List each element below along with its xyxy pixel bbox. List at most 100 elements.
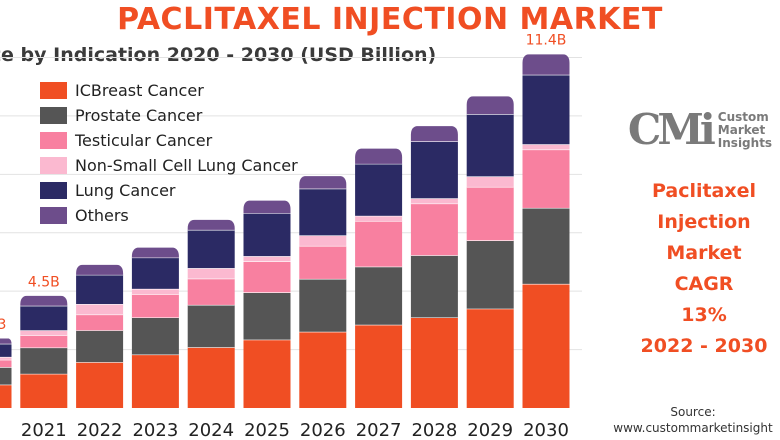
bar-segment [187,278,235,305]
bar-segment [299,175,347,189]
bar-segment [355,266,403,325]
data-label: 4.5B [28,274,60,290]
bar-segment [20,335,68,348]
bar-segment [243,292,291,340]
bar-segment [20,305,68,331]
bar-segment [187,347,235,408]
bar-segment [299,245,347,279]
bar-segment [299,331,347,408]
data-label: 11.4B [526,33,567,49]
bar-segment [355,221,403,267]
x-tick-label: 2022 [77,420,123,440]
bar-segment [410,203,458,256]
bar-segment [466,176,514,187]
bar-segment [355,148,403,164]
bar-segment [76,314,124,331]
bar-segment [20,295,68,306]
bar-segment [522,207,570,284]
bar-segment [20,347,68,374]
legend-swatch [40,207,67,224]
bar-segment [187,268,235,279]
x-tick-label: 2027 [356,420,402,440]
bar-segment [243,213,291,257]
bar-segment [410,198,458,204]
x-tick-label: 2030 [523,420,569,440]
bar-segment [76,330,124,363]
bar-segment [187,219,235,230]
panel-line: Market [666,242,742,264]
x-tick-label: 2023 [132,420,178,440]
legend-swatch [40,182,67,199]
bar-segment [410,317,458,408]
x-tick-label: 2028 [411,420,457,440]
bar-segment [466,240,514,309]
x-tick-label: 2021 [21,420,67,440]
bar-segment [299,235,347,246]
bar-segment [0,367,12,385]
legend-label: Prostate Cancer [75,106,203,125]
bar-segment [466,114,514,177]
logo-text: Custom Market Insights [717,110,773,150]
source-note: Source: www.custommarketinsight [606,404,780,436]
bar-segment [243,256,291,262]
panel-line: Paclitaxel [651,180,757,202]
x-tick-label: 2025 [244,420,290,440]
source-label: Source: [670,405,716,419]
bar-segment [410,255,458,318]
bar-segment [131,288,179,295]
bar-segment [299,188,347,236]
panel-line: 2022 - 2030 [640,335,768,357]
bar-segment [522,144,570,150]
bar-segment [355,163,403,216]
bar-segment [243,200,291,214]
data-label: 3 [0,317,6,333]
legend-item: ICBreast Cancer [40,78,298,103]
bar-segment [466,186,514,241]
legend-label: Non-Small Cell Lung Cancer [75,156,298,175]
bar-segment [0,359,12,368]
legend-swatch [40,82,67,99]
chart-legend: ICBreast Cancer Prostate Cancer Testicul… [40,78,298,228]
bar-segment [187,304,235,348]
bar-segment [0,343,12,357]
bar-segment [20,373,68,408]
legend-swatch [40,107,67,124]
bar-segment [76,362,124,408]
chart-title: PACLITAXEL INJECTION MARKET [117,2,663,37]
bar-segment [76,264,124,275]
legend-label: Others [75,206,129,225]
bar-segment [131,257,179,289]
bar-segment [466,308,514,408]
bar-segment [76,274,124,305]
logo-line: Insights [717,135,773,150]
company-logo: CMi Custom Market Insights [620,108,780,152]
logo-line: Market [717,122,766,137]
bar-segment [76,304,124,315]
panel-line: CAGR [674,273,734,295]
bar-segment [131,294,179,318]
bar-segment [522,53,570,75]
bar-segment [522,74,570,145]
legend-item: Testicular Cancer [40,128,298,153]
legend-label: ICBreast Cancer [75,81,204,100]
bar-segment [355,215,403,222]
panel-line: 13% [681,304,727,326]
bar-segment [0,337,12,344]
bar-segment [131,247,179,258]
legend-label: Lung Cancer [75,181,176,200]
bar-segment [131,317,179,355]
legend-item: Prostate Cancer [40,103,298,128]
legend-swatch [40,157,67,174]
bar-segment [131,354,179,408]
panel-line: Injection [657,211,751,233]
bar-segment [20,330,68,336]
source-url: www.custommarketinsight [613,421,773,435]
bar-segment [522,149,570,208]
legend-swatch [40,132,67,149]
bar-segment [0,356,12,360]
chart-subtitle: ze by Indication 2020 - 2030 (USD Billio… [0,44,437,66]
bar-segment [355,324,403,408]
x-tick-label: 2026 [300,420,346,440]
legend-item: Others [40,203,298,228]
